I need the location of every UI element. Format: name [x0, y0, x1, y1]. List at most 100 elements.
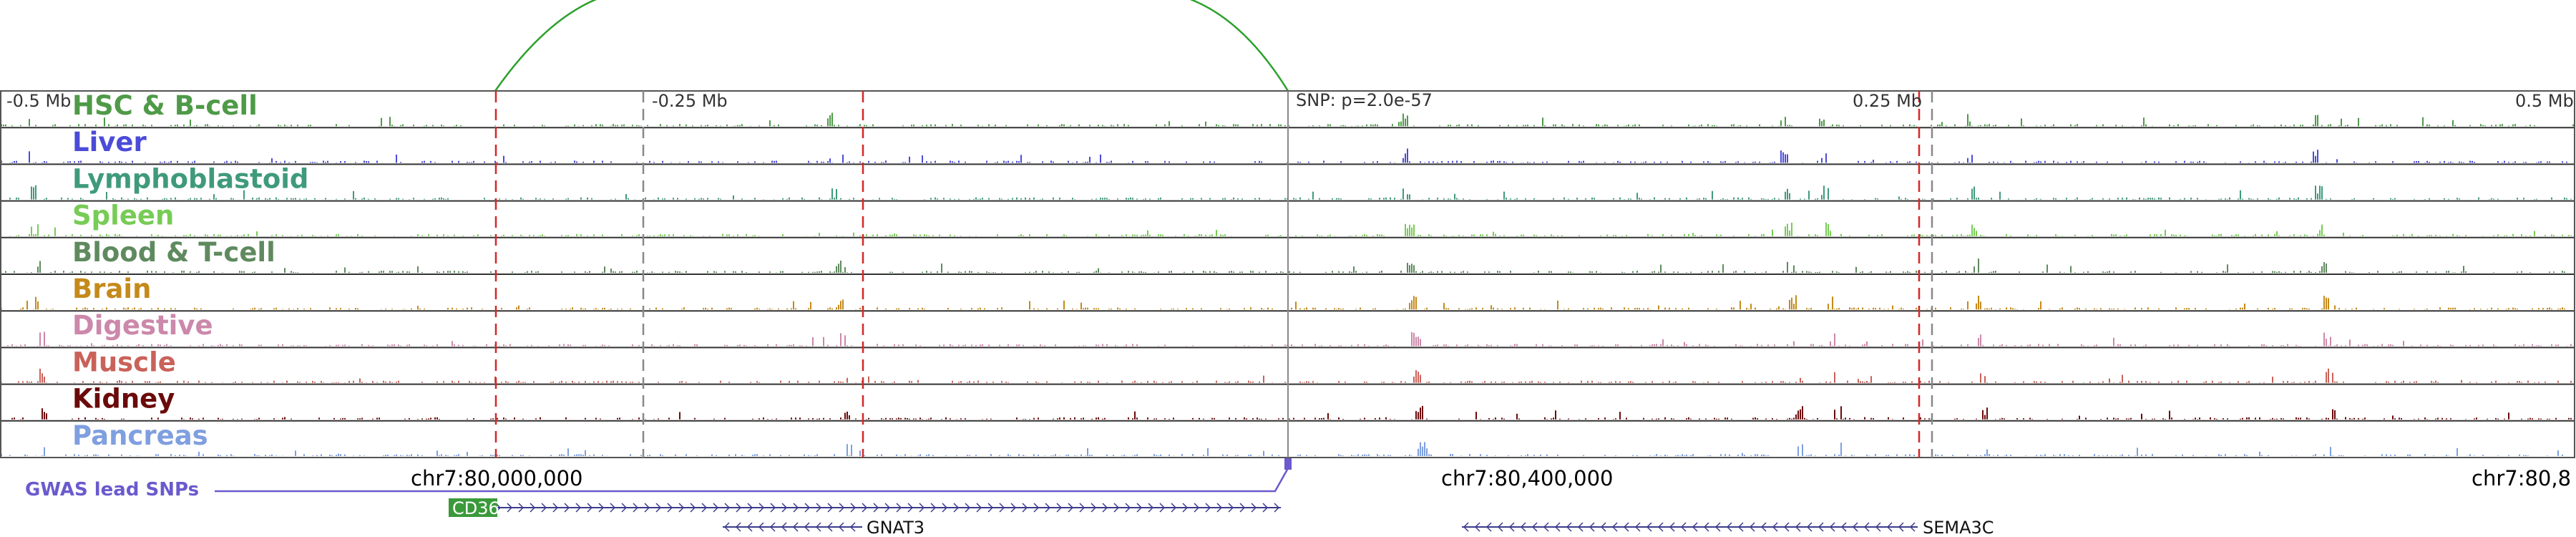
strand-arrow	[1829, 522, 1835, 532]
strand-arrow	[1091, 503, 1097, 513]
strand-arrow	[1623, 522, 1629, 532]
strand-arrow	[1508, 522, 1515, 532]
chromatin-loop-arc	[494, 0, 1289, 92]
strand-arrow	[1657, 522, 1664, 532]
track-label: HSC & B-cell	[72, 90, 258, 121]
strand-arrow	[1251, 503, 1257, 513]
gene-cd36: CD36	[449, 498, 1281, 518]
strand-arrow	[1262, 503, 1269, 513]
strand-arrow	[1772, 522, 1778, 532]
strand-arrow	[1045, 503, 1051, 513]
strand-arrow	[976, 503, 982, 513]
strand-arrow	[724, 503, 731, 513]
strand-arrow	[942, 503, 948, 513]
strand-arrow	[644, 503, 650, 513]
strand-arrow	[1611, 522, 1618, 532]
strand-arrow	[1216, 503, 1223, 513]
strand-arrow	[1205, 503, 1211, 513]
strand-arrow	[1863, 522, 1870, 532]
track-1: Liver	[0, 127, 2575, 165]
strand-arrow	[701, 503, 708, 513]
gene-gnat3: GNAT3	[723, 518, 924, 537]
track-label: Kidney	[72, 384, 175, 415]
strand-arrow	[1600, 522, 1606, 532]
strand-arrow	[1182, 503, 1189, 513]
strand-arrow	[862, 503, 868, 513]
track-signal	[9, 185, 2572, 200]
strand-arrow	[758, 503, 765, 513]
strand-arrow	[746, 522, 753, 532]
strand-arrow	[1714, 522, 1721, 532]
strand-arrow	[1543, 522, 1549, 532]
strand-arrow	[953, 503, 960, 513]
strand-arrow	[1566, 522, 1572, 532]
strand-arrow	[850, 503, 857, 513]
strand-arrow	[804, 522, 810, 532]
strand-arrow	[1669, 522, 1675, 532]
strand-arrow	[1148, 503, 1154, 513]
strand-arrow	[919, 503, 925, 513]
strand-arrow	[884, 503, 891, 513]
strand-arrow	[587, 503, 593, 513]
strand-arrow	[1806, 522, 1813, 532]
strand-arrow	[1531, 522, 1538, 532]
strand-arrow	[552, 503, 559, 513]
offset-right-label: 0.5 Mb	[2515, 91, 2574, 111]
track-4: Blood & T-cell	[0, 237, 2575, 275]
track-label: Pancreas	[72, 420, 208, 451]
strand-arrow	[736, 503, 742, 513]
strand-arrow	[621, 503, 628, 513]
strand-arrow	[1634, 522, 1641, 532]
strand-arrow	[1125, 503, 1131, 513]
strand-arrow	[1079, 503, 1085, 513]
strand-arrow	[723, 522, 730, 532]
strand-arrow	[1646, 522, 1652, 532]
strand-arrow	[1726, 522, 1732, 532]
strand-arrow	[735, 522, 741, 532]
loop-arc	[494, 0, 1289, 92]
offset-left-label: -0.5 Mb	[6, 91, 71, 111]
strand-arrow	[896, 503, 902, 513]
strand-arrow	[792, 522, 799, 532]
track-label: Spleen	[72, 200, 174, 231]
coord-label-2: chr7:80,400,000	[1441, 466, 1614, 490]
strand-arrow	[1783, 522, 1790, 532]
strand-arrow	[873, 503, 879, 513]
strand-arrow	[1886, 522, 1893, 532]
gwas-connector	[215, 461, 1289, 493]
strand-arrow	[1875, 522, 1881, 532]
gene-label: SEMA3C	[1923, 518, 1994, 537]
strand-arrow	[930, 503, 937, 513]
strand-arrow	[965, 503, 971, 513]
strand-arrow	[1795, 522, 1801, 532]
gene-sema3c: SEMA3C	[1462, 518, 1994, 537]
strand-arrow	[770, 503, 776, 513]
track-label: Liver	[72, 127, 147, 158]
strand-arrow	[690, 503, 696, 513]
strand-arrow	[1852, 522, 1858, 532]
track-label: Lymphoblastoid	[72, 163, 308, 194]
strand-arrow	[1171, 503, 1177, 513]
strand-arrow	[849, 522, 856, 532]
strand-arrow	[826, 522, 833, 532]
strand-arrow	[1102, 503, 1108, 513]
gene-label: CD36	[452, 498, 499, 518]
strand-arrow	[1737, 522, 1744, 532]
strand-arrow	[1463, 522, 1469, 532]
offset-labels: -0.5 Mb -0.25 Mb 0.25 Mb 0.5 Mb SNP: p=2…	[6, 90, 2574, 111]
track-signal	[11, 405, 2572, 420]
strand-arrow	[758, 522, 764, 532]
track-label: Brain	[72, 274, 151, 304]
strand-arrow	[1194, 503, 1200, 513]
gwas-label: GWAS lead SNPs	[25, 479, 199, 500]
coord-label-1: chr7:80,000,000	[411, 466, 583, 490]
strand-arrow	[907, 503, 914, 513]
offset-right-mid-label: 0.25 Mb	[1853, 91, 1922, 111]
offset-left-mid-label: -0.25 Mb	[652, 91, 728, 111]
strand-arrow	[804, 503, 811, 513]
strand-arrow	[564, 503, 570, 513]
strand-arrow	[747, 503, 753, 513]
strand-arrow	[1703, 522, 1709, 532]
strand-arrow	[541, 503, 547, 513]
